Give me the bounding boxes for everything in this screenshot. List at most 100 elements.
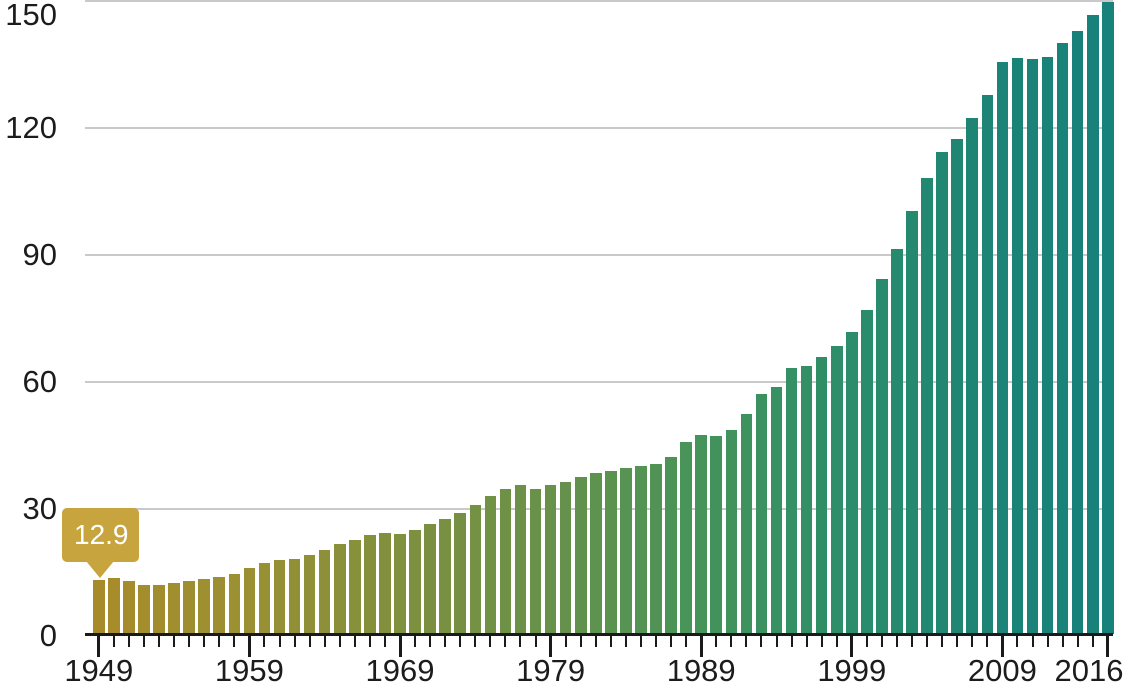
value-tooltip: 12.9	[62, 508, 139, 562]
bar-2012[interactable]	[1041, 57, 1054, 635]
bar-1995[interactable]	[785, 367, 798, 635]
bar-2004[interactable]	[921, 177, 933, 635]
bar-1988[interactable]	[680, 441, 692, 635]
gridline-150	[85, 0, 1113, 2]
bar-1990[interactable]	[710, 435, 723, 635]
x-axis-tick-label-2009: 2009	[967, 653, 1037, 688]
x-axis-tick-label-1989: 1989	[666, 653, 736, 688]
bar-1955[interactable]	[183, 580, 195, 635]
bar-1984[interactable]	[620, 467, 632, 635]
minor-tick-1953	[158, 636, 161, 647]
bar-1974[interactable]	[469, 505, 482, 635]
bar-1976[interactable]	[499, 488, 512, 635]
bar-1983[interactable]	[605, 470, 617, 635]
bar-1958[interactable]	[228, 574, 241, 635]
bar-1975[interactable]	[484, 495, 497, 635]
bar-1994[interactable]	[770, 387, 783, 635]
minor-tick-1984	[624, 636, 627, 647]
y-axis-tick-label: 30	[22, 490, 57, 526]
minor-tick-1973	[459, 636, 462, 647]
bar-1962[interactable]	[288, 559, 301, 635]
bar-1971[interactable]	[424, 523, 436, 635]
bar-2001[interactable]	[876, 279, 888, 635]
bar-1989[interactable]	[695, 435, 707, 635]
bar-2000[interactable]	[861, 309, 873, 635]
bar-1965[interactable]	[333, 544, 346, 635]
bar-1997[interactable]	[815, 357, 828, 635]
bar-1957[interactable]	[213, 576, 226, 635]
minor-tick-1967	[368, 636, 371, 647]
bar-1987[interactable]	[665, 457, 677, 635]
bar-1970[interactable]	[409, 529, 421, 635]
minor-tick-1974	[474, 636, 477, 647]
bar-1949[interactable]	[93, 579, 105, 635]
bar-1999[interactable]	[846, 331, 858, 635]
minor-tick-1952	[142, 636, 145, 647]
bar-1950[interactable]	[108, 578, 120, 635]
minor-tick-1958	[233, 636, 236, 647]
bar-1993[interactable]	[755, 393, 768, 635]
bar-1968[interactable]	[379, 533, 391, 635]
bar-1972[interactable]	[439, 518, 451, 635]
major-tick-1959	[247, 636, 251, 657]
y-axis-tick-label: 90	[22, 236, 57, 272]
minor-tick-1964	[323, 636, 326, 647]
bar-1954[interactable]	[168, 583, 180, 635]
bar-1951[interactable]	[123, 581, 135, 635]
bar-1959[interactable]	[243, 567, 256, 635]
bar-1981[interactable]	[574, 476, 587, 635]
bar-2010[interactable]	[1011, 58, 1024, 635]
minor-tick-1961	[278, 636, 281, 647]
bar-2007[interactable]	[966, 118, 979, 635]
bar-1964[interactable]	[318, 549, 331, 635]
bar-1963[interactable]	[303, 555, 316, 635]
bar-1979[interactable]	[544, 485, 557, 635]
bar-2008[interactable]	[981, 94, 994, 635]
minor-tick-2014	[1076, 636, 1079, 647]
bar-2011[interactable]	[1026, 59, 1039, 635]
bar-1992[interactable]	[740, 413, 753, 635]
bar-1973[interactable]	[454, 512, 467, 635]
bar-1953[interactable]	[153, 584, 165, 635]
minor-tick-1954	[173, 636, 176, 647]
bar-1978[interactable]	[529, 488, 542, 635]
bar-1985[interactable]	[635, 466, 647, 635]
x-axis-tick-label-1959: 1959	[214, 653, 284, 688]
bar-1969[interactable]	[394, 534, 406, 635]
bar-1960[interactable]	[258, 563, 271, 635]
bar-2014[interactable]	[1071, 31, 1084, 635]
bar-2015[interactable]	[1086, 14, 1099, 635]
bar-2006[interactable]	[951, 139, 963, 635]
bar-2016[interactable]	[1102, 2, 1114, 635]
bar-1967[interactable]	[364, 535, 376, 635]
bar-1996[interactable]	[800, 366, 813, 635]
bar-2009[interactable]	[996, 61, 1009, 635]
bar-2003[interactable]	[906, 210, 918, 635]
minor-tick-2000	[865, 636, 868, 647]
bar-2002[interactable]	[891, 249, 903, 635]
minor-tick-1965	[338, 636, 341, 647]
bar-1966[interactable]	[349, 540, 361, 635]
minor-tick-2001	[880, 636, 883, 647]
minor-tick-1976	[504, 636, 507, 647]
gridline-60	[85, 380, 1113, 383]
minor-tick-1970	[414, 636, 417, 647]
bar-2005[interactable]	[936, 152, 948, 635]
major-tick-1999	[850, 636, 854, 657]
minor-tick-1950	[112, 636, 115, 647]
major-tick-1979	[549, 636, 553, 657]
bar-1961[interactable]	[273, 560, 286, 635]
bar-1980[interactable]	[559, 481, 572, 635]
bar-1956[interactable]	[198, 578, 210, 635]
minor-tick-1972	[444, 636, 447, 647]
bar-1952[interactable]	[138, 584, 150, 635]
minor-tick-2012	[1046, 636, 1049, 647]
bar-1986[interactable]	[650, 463, 662, 635]
bar-1991[interactable]	[725, 430, 738, 635]
bar-1977[interactable]	[514, 485, 527, 635]
minor-tick-1962	[293, 636, 296, 647]
bar-1982[interactable]	[589, 473, 602, 635]
bar-2013[interactable]	[1056, 43, 1069, 635]
x-axis-tick-label-2016: 2016	[1054, 653, 1124, 688]
bar-1998[interactable]	[830, 345, 843, 635]
